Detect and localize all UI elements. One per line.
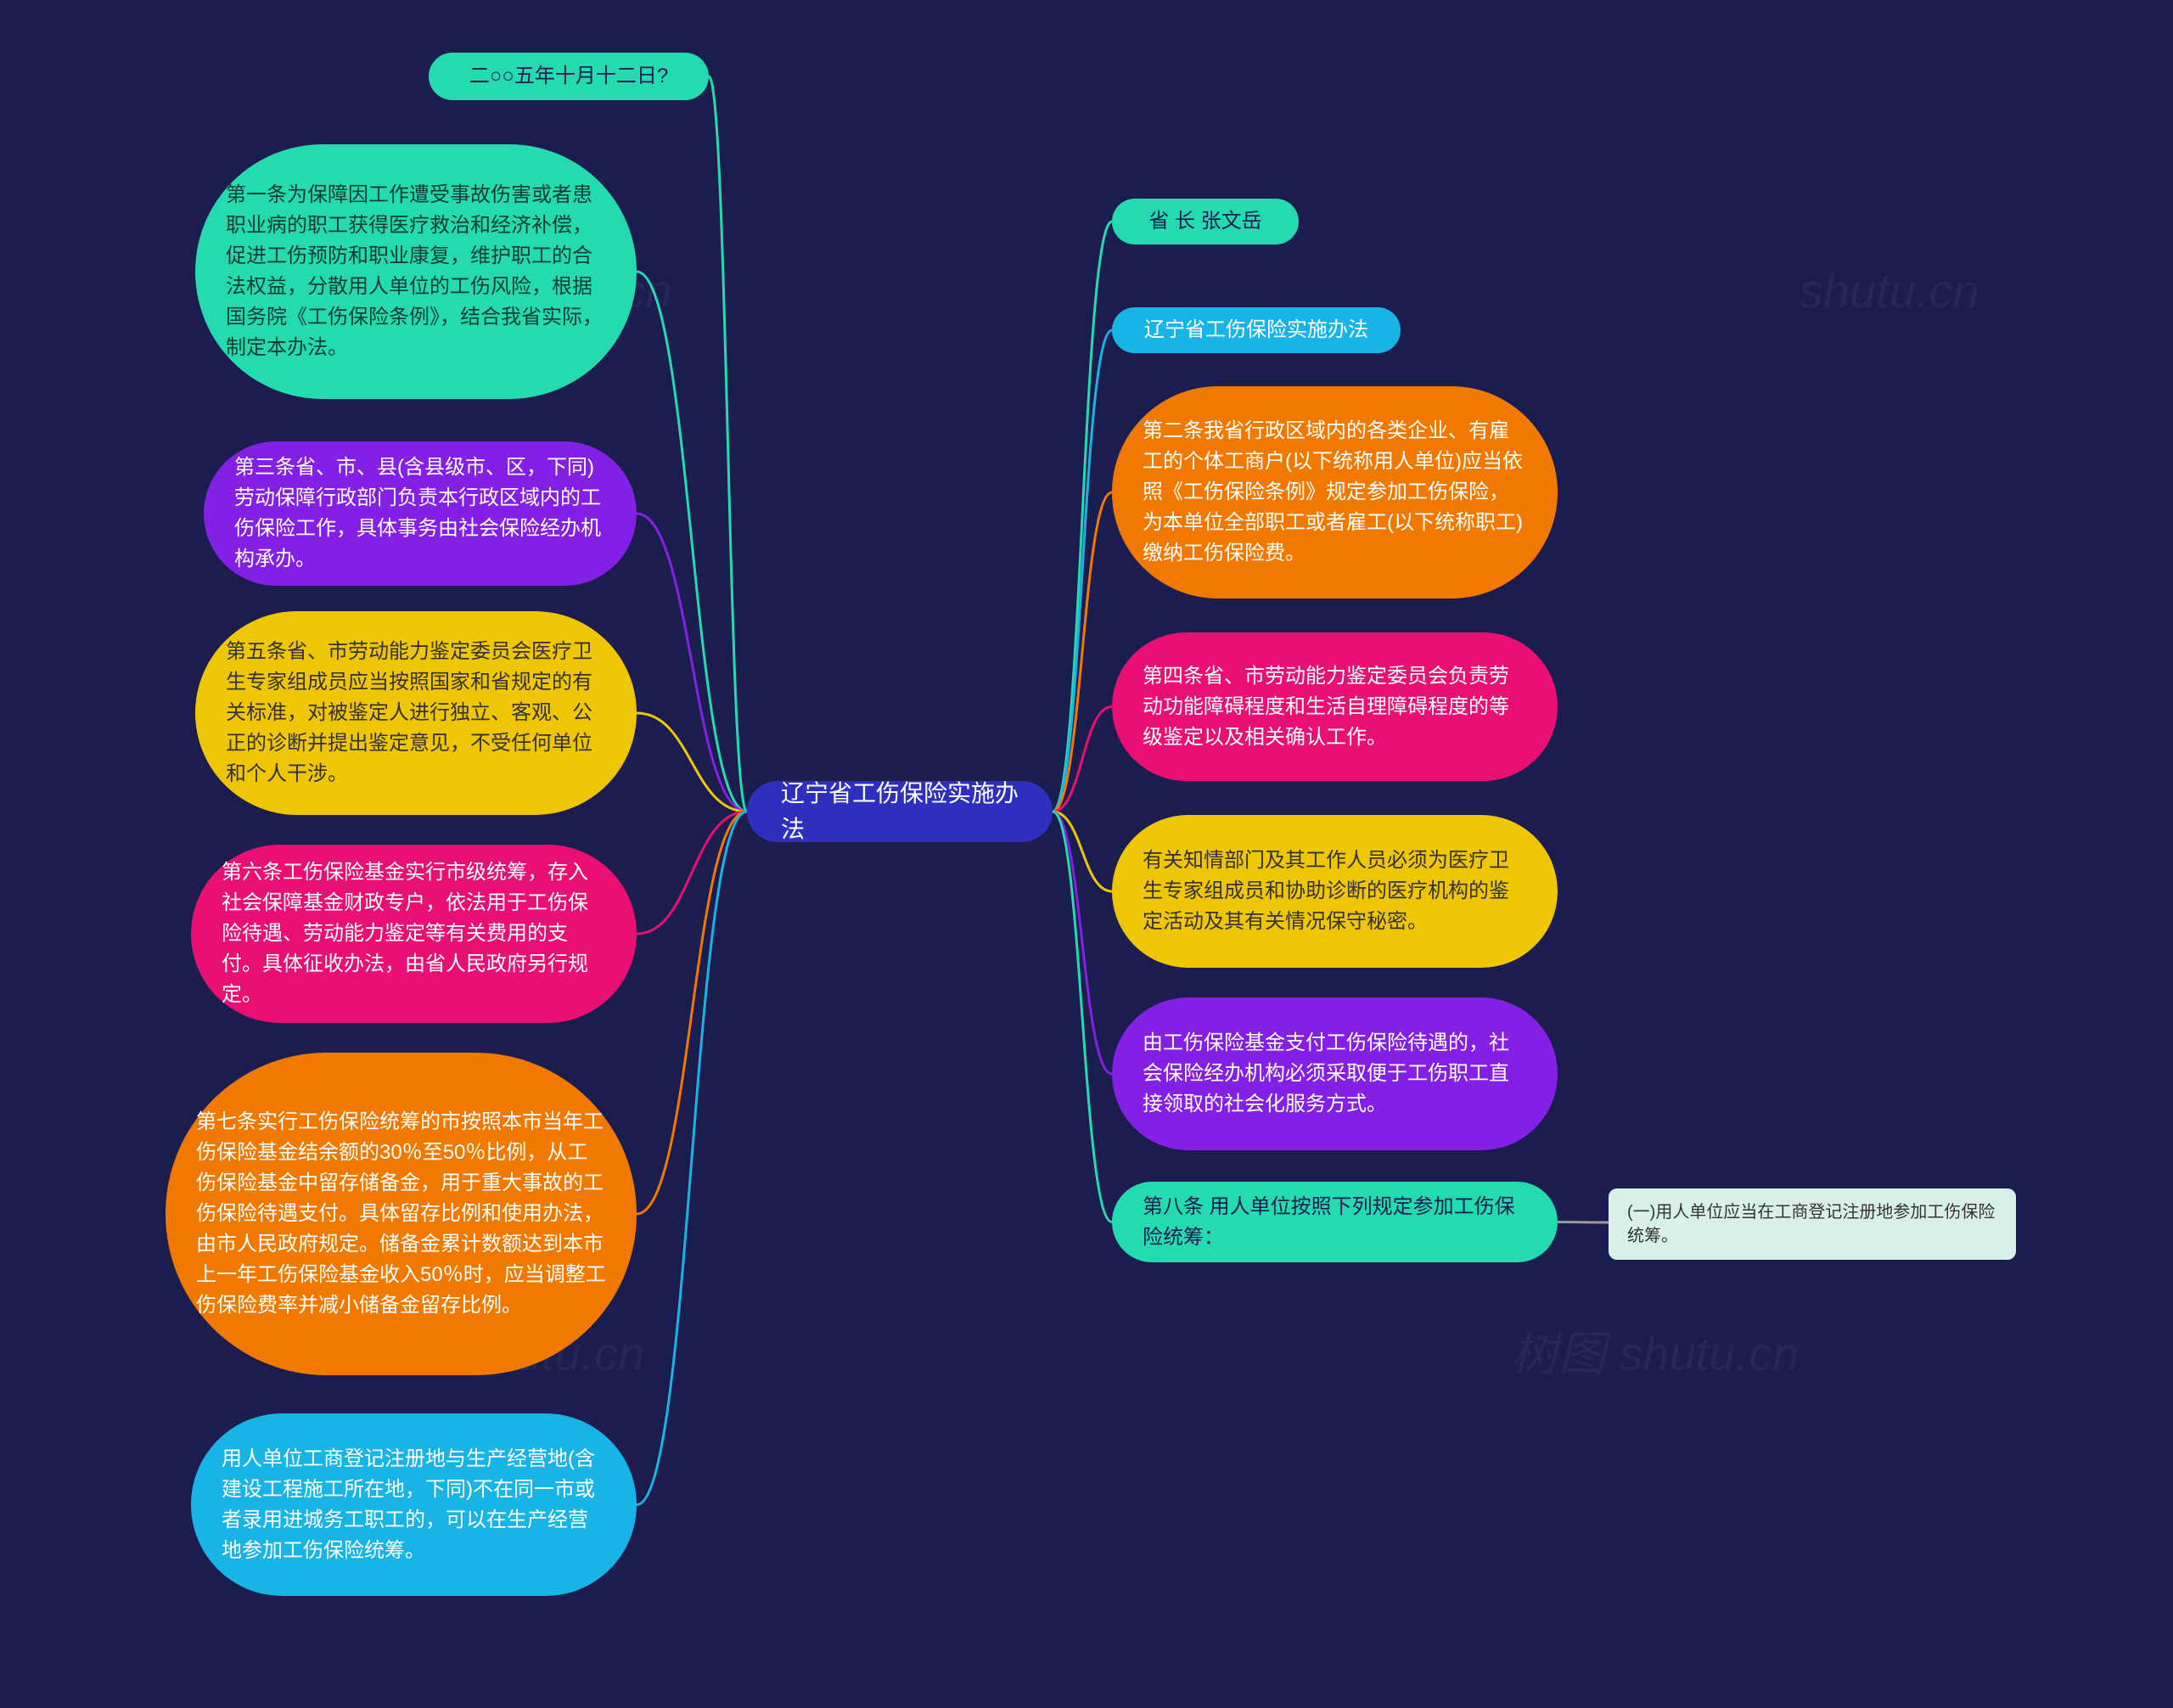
node-label: 第七条实行工伤保险统筹的市按照本市当年工伤保险基金结余额的30％至50％比例，从… (196, 1107, 606, 1321)
watermark: 树图 shutu.cn (1511, 1316, 1799, 1385)
left-branch-node[interactable]: 第六条工伤保险基金实行市级统筹，存入社会保障基金财政专户，依法用于工伤保险待遇、… (191, 845, 637, 1023)
node-label: 第八条 用人单位按照下列规定参加工伤保险统筹： (1143, 1192, 1527, 1253)
node-label: 由工伤保险基金支付工伤保险待遇的，社会保险经办机构必须采取便于工伤职工直接领取的… (1143, 1028, 1527, 1120)
node-label: 第六条工伤保险基金实行市级统筹，存入社会保障基金财政专户，依法用于工伤保险待遇、… (222, 857, 606, 1010)
center-node[interactable]: 辽宁省工伤保险实施办法 (747, 781, 1053, 842)
watermark: shutu.cn (1800, 263, 1979, 318)
right-branch-node[interactable]: 第二条我省行政区域内的各类企业、有雇工的个体工商户(以下统称用人单位)应当依照《… (1112, 386, 1558, 598)
node-label: 二○○五年十月十二日? (469, 61, 668, 92)
right-branch-node[interactable]: 第四条省、市劳动能力鉴定委员会负责劳动功能障碍程度和生活自理障碍程度的等级鉴定以… (1112, 632, 1558, 781)
right-branch-node[interactable]: 第八条 用人单位按照下列规定参加工伤保险统筹： (1112, 1182, 1558, 1262)
node-label: 辽宁省工伤保险实施办法 (1144, 315, 1368, 346)
node-label: 第四条省、市劳动能力鉴定委员会负责劳动功能障碍程度和生活自理障碍程度的等级鉴定以… (1143, 661, 1527, 753)
node-label: 第二条我省行政区域内的各类企业、有雇工的个体工商户(以下统称用人单位)应当依照《… (1143, 416, 1527, 569)
node-label: 第五条省、市劳动能力鉴定委员会医疗卫生专家组成员应当按照国家和省规定的有关标准，… (226, 637, 606, 789)
right-branch-node[interactable]: 由工伤保险基金支付工伤保险待遇的，社会保险经办机构必须采取便于工伤职工直接领取的… (1112, 997, 1558, 1150)
node-label: 省 长 张文岳 (1148, 206, 1261, 237)
left-branch-node[interactable]: 第五条省、市劳动能力鉴定委员会医疗卫生专家组成员应当按照国家和省规定的有关标准，… (195, 611, 637, 815)
node-label: 有关知情部门及其工作人员必须为医疗卫生专家组成员和协助诊断的医疗机构的鉴定活动及… (1143, 846, 1527, 937)
node-label: 用人单位工商登记注册地与生产经营地(含建设工程施工所在地，下同)不在同一市或者录… (222, 1444, 606, 1566)
child-node[interactable]: (一)用人单位应当在工商登记注册地参加工伤保险统筹。 (1609, 1188, 2016, 1260)
center-label: 辽宁省工伤保险实施办法 (781, 776, 1019, 847)
node-label: 第一条为保障因工作遭受事故伤害或者患职业病的职工获得医疗救治和经济补偿，促进工伤… (226, 180, 606, 363)
right-branch-node[interactable]: 省 长 张文岳 (1112, 199, 1299, 244)
right-branch-node[interactable]: 辽宁省工伤保险实施办法 (1112, 307, 1401, 353)
left-branch-node[interactable]: 第三条省、市、县(含县级市、区，下同)劳动保障行政部门负责本行政区域内的工伤保险… (204, 441, 637, 586)
left-branch-node[interactable]: 第一条为保障因工作遭受事故伤害或者患职业病的职工获得医疗救治和经济补偿，促进工伤… (195, 144, 637, 399)
node-label: 第三条省、市、县(含县级市、区，下同)劳动保障行政部门负责本行政区域内的工伤保险… (234, 452, 606, 575)
left-branch-node[interactable]: 第七条实行工伤保险统筹的市按照本市当年工伤保险基金结余额的30％至50％比例，从… (166, 1053, 637, 1375)
left-branch-node[interactable]: 用人单位工商登记注册地与生产经营地(含建设工程施工所在地，下同)不在同一市或者录… (191, 1413, 637, 1596)
right-branch-node[interactable]: 有关知情部门及其工作人员必须为医疗卫生专家组成员和协助诊断的医疗机构的鉴定活动及… (1112, 815, 1558, 968)
left-branch-node[interactable]: 二○○五年十月十二日? (429, 53, 709, 100)
